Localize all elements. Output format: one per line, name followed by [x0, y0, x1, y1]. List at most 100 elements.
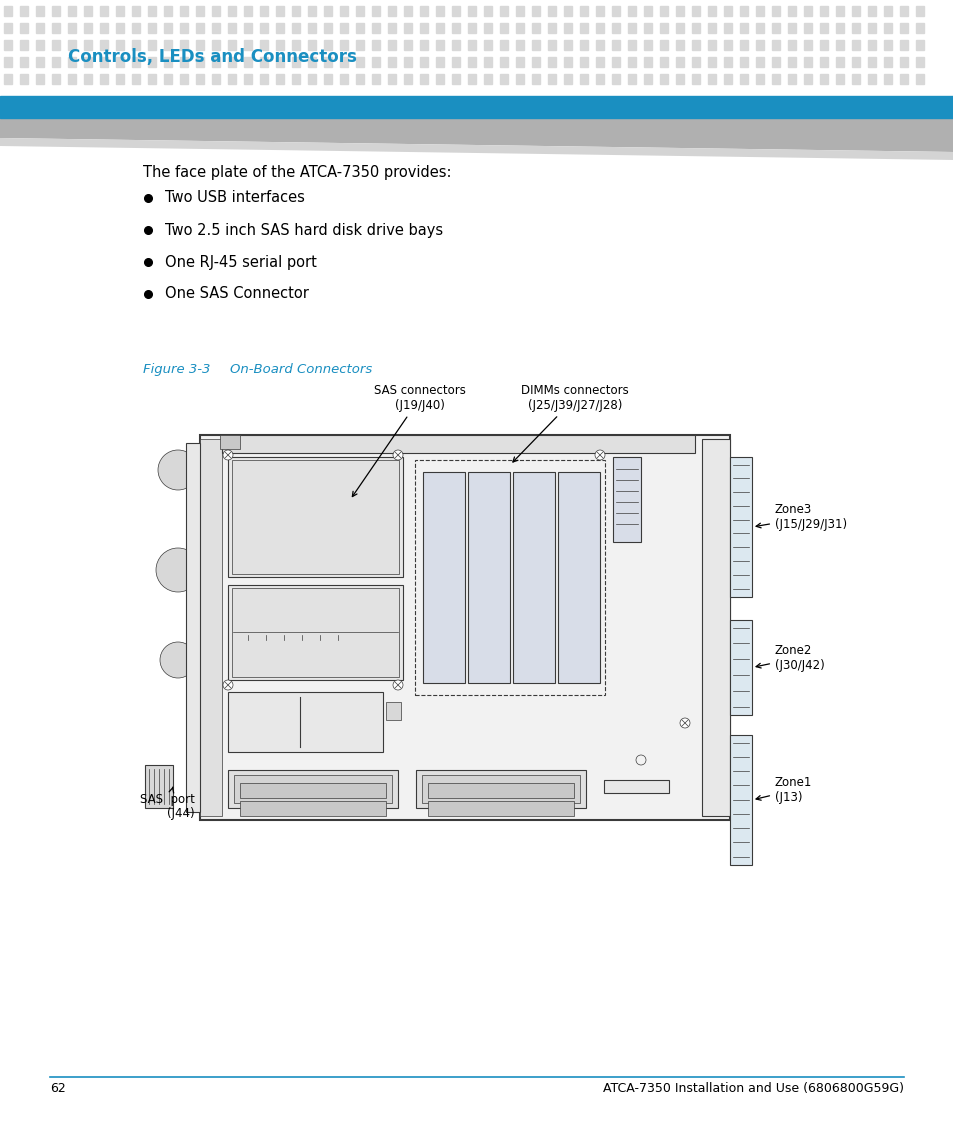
Bar: [308, 74, 315, 84]
Bar: [915, 74, 923, 84]
Bar: [220, 435, 240, 449]
Bar: [691, 23, 700, 33]
Bar: [100, 74, 108, 84]
Bar: [579, 57, 587, 68]
Circle shape: [595, 450, 604, 460]
Bar: [701, 439, 729, 816]
Bar: [771, 40, 780, 50]
Bar: [579, 74, 587, 84]
Bar: [452, 74, 459, 84]
Circle shape: [393, 450, 402, 460]
Bar: [372, 40, 379, 50]
Bar: [36, 23, 44, 33]
Bar: [68, 40, 76, 50]
Bar: [212, 23, 220, 33]
Bar: [52, 74, 60, 84]
Bar: [563, 57, 572, 68]
Bar: [676, 6, 683, 16]
Bar: [419, 57, 428, 68]
Bar: [643, 74, 651, 84]
Bar: [36, 40, 44, 50]
Bar: [532, 57, 539, 68]
Bar: [803, 40, 811, 50]
Bar: [232, 460, 398, 574]
Bar: [228, 457, 402, 577]
Bar: [68, 57, 76, 68]
Bar: [915, 57, 923, 68]
Bar: [851, 23, 859, 33]
Bar: [308, 40, 315, 50]
Bar: [499, 40, 507, 50]
Bar: [415, 460, 604, 695]
Bar: [691, 6, 700, 16]
Bar: [339, 40, 348, 50]
Bar: [596, 74, 603, 84]
Bar: [403, 74, 412, 84]
Bar: [483, 23, 492, 33]
Bar: [324, 23, 332, 33]
Bar: [452, 6, 459, 16]
Circle shape: [156, 548, 200, 592]
Bar: [132, 57, 140, 68]
Bar: [883, 23, 891, 33]
Bar: [388, 6, 395, 16]
Bar: [883, 57, 891, 68]
Bar: [403, 40, 412, 50]
Bar: [355, 40, 364, 50]
Bar: [867, 6, 875, 16]
Bar: [532, 6, 539, 16]
Bar: [186, 443, 200, 812]
Bar: [260, 6, 268, 16]
Bar: [20, 57, 28, 68]
Bar: [244, 57, 252, 68]
Bar: [899, 74, 907, 84]
Bar: [68, 23, 76, 33]
Polygon shape: [0, 118, 953, 152]
Bar: [883, 6, 891, 16]
Bar: [740, 40, 747, 50]
Bar: [627, 6, 636, 16]
Circle shape: [160, 642, 195, 678]
Bar: [148, 57, 156, 68]
Bar: [787, 74, 795, 84]
Bar: [851, 6, 859, 16]
Bar: [292, 23, 299, 33]
Bar: [707, 6, 716, 16]
Bar: [659, 57, 667, 68]
Bar: [145, 765, 172, 808]
Bar: [244, 40, 252, 50]
Bar: [4, 57, 12, 68]
Bar: [563, 74, 572, 84]
Bar: [676, 40, 683, 50]
Text: One SAS Connector: One SAS Connector: [165, 286, 309, 301]
Bar: [84, 74, 91, 84]
Bar: [68, 6, 76, 16]
Bar: [200, 439, 222, 816]
Bar: [563, 6, 572, 16]
Bar: [867, 57, 875, 68]
Bar: [771, 57, 780, 68]
Bar: [339, 6, 348, 16]
Bar: [228, 40, 235, 50]
Bar: [516, 74, 523, 84]
Bar: [612, 6, 619, 16]
Bar: [547, 74, 556, 84]
Bar: [195, 40, 204, 50]
Bar: [787, 23, 795, 33]
Bar: [803, 23, 811, 33]
Bar: [403, 6, 412, 16]
Bar: [532, 23, 539, 33]
Bar: [516, 23, 523, 33]
Bar: [835, 40, 843, 50]
Bar: [643, 6, 651, 16]
Bar: [419, 6, 428, 16]
Bar: [240, 802, 386, 816]
Bar: [372, 74, 379, 84]
Bar: [212, 74, 220, 84]
Bar: [516, 40, 523, 50]
Bar: [851, 74, 859, 84]
Bar: [52, 6, 60, 16]
Bar: [436, 40, 443, 50]
Bar: [659, 6, 667, 16]
Bar: [513, 472, 555, 684]
